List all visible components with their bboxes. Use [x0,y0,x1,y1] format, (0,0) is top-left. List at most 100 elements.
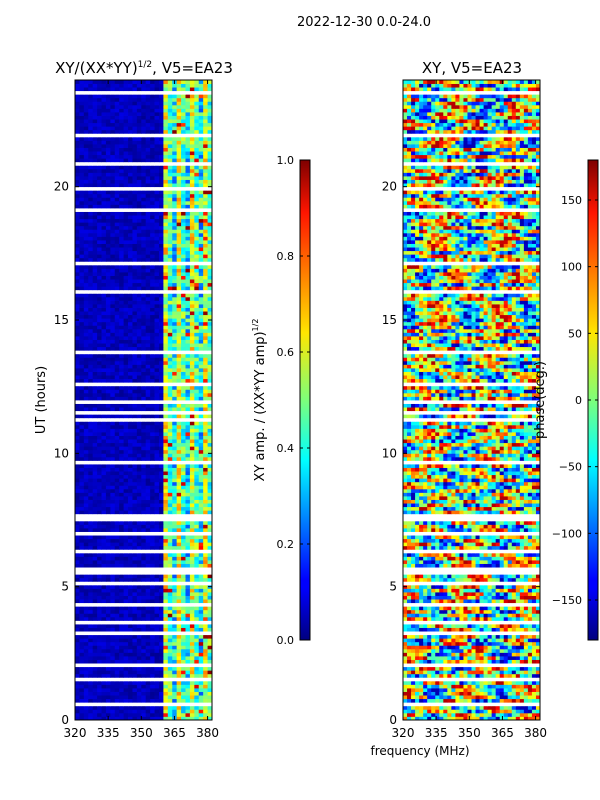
heatmap-cell [154,652,160,657]
heatmap-cell [123,218,129,223]
heatmap-cell [158,538,164,543]
heatmap-cell [114,147,120,152]
heatmap-cell [119,503,125,508]
heatmap-cell [75,410,80,415]
heatmap-cell [207,606,213,611]
heatmap-cell [154,474,160,479]
heatmap-cell [185,421,191,426]
heatmap-cell [189,158,195,163]
heatmap-cell [132,229,138,234]
heatmap-cell [136,453,142,458]
heatmap-cell [92,311,98,316]
heatmap-cell [105,414,111,419]
heatmap-cell [172,542,178,547]
heatmap-cell [145,353,151,358]
heatmap-cell [172,648,178,653]
heatmap-cell [97,616,102,621]
heatmap-cell [198,353,204,358]
heatmap-cell [83,414,89,419]
heatmap-cell [110,663,116,668]
heatmap-cell [141,474,147,479]
heatmap-cell [145,545,151,550]
heatmap-cell [176,314,182,319]
heatmap-cell [75,147,80,152]
heatmap-cell [167,236,173,241]
heatmap-cell [189,193,195,198]
heatmap-cell [136,232,142,237]
heatmap-cell [176,279,182,284]
heatmap-cell [92,595,98,600]
heatmap-cell [198,179,204,184]
heatmap-cell [163,460,169,465]
heatmap-cell [132,688,138,692]
heatmap-cell [123,471,129,476]
heatmap-cell [88,236,94,241]
heatmap-cell [198,432,204,436]
heatmap-cell [163,570,169,575]
heatmap-cell [141,289,147,294]
heatmap-cell [79,602,85,607]
heatmap-cell [181,609,186,614]
heatmap-cell [194,517,200,522]
heatmap-cell [189,545,195,550]
heatmap-cell [154,620,160,625]
heatmap-cell [128,396,133,401]
heatmap-cell [105,492,111,497]
heatmap-cell [92,695,98,700]
heatmap-cell [136,464,142,468]
amplitude-heatmap [75,80,213,721]
heatmap-cell [158,346,164,351]
heatmap-cell [114,563,120,568]
heatmap-cell [101,464,107,468]
heatmap-cell [154,716,160,721]
heatmap-cell [101,656,107,660]
heatmap-cell [119,467,125,472]
heatmap-cell [176,193,182,198]
heatmap-cell [154,588,160,593]
heatmap-cell [123,165,129,170]
heatmap-cell [75,417,80,422]
heatmap-cell [158,510,164,515]
heatmap-cell [132,392,138,397]
heatmap-cell [176,684,182,689]
heatmap-cell [172,314,178,319]
heatmap-cell [207,716,213,721]
heatmap-cell [128,520,133,525]
heatmap-cell [181,296,186,301]
heatmap-cell [181,236,186,241]
heatmap-cell [158,666,164,671]
heatmap-cell [79,225,85,230]
heatmap-cell [172,471,178,476]
heatmap-cell [172,286,178,291]
heatmap-cell [163,453,169,458]
heatmap-cell [194,510,200,515]
heatmap-cell [198,279,204,284]
heatmap-cell [128,296,133,301]
heatmap-cell [132,147,138,152]
heatmap-cell [136,602,142,607]
heatmap-cell [88,531,94,536]
heatmap-cell [101,286,107,291]
heatmap-cell [150,716,155,721]
heatmap-cell [128,272,133,276]
heatmap-cell [75,609,80,614]
heatmap-cell [88,261,94,266]
heatmap-cell [189,279,195,284]
heatmap-cell [114,286,120,291]
heatmap-cell [136,183,142,188]
heatmap-cell [79,542,85,547]
heatmap-cell [150,631,155,636]
heatmap-cell [128,332,133,337]
heatmap-cell [119,293,125,298]
heatmap-cell [105,229,111,234]
heatmap-cell [181,229,186,234]
heatmap-cell [132,428,138,433]
heatmap-cell [141,350,147,355]
heatmap-cell [101,599,107,604]
heatmap-cell [123,570,129,575]
heatmap-cell [128,236,133,241]
heatmap-cell [110,702,116,707]
heatmap-cell [132,343,138,348]
heatmap-cell [185,538,191,543]
heatmap-cell [110,183,116,188]
